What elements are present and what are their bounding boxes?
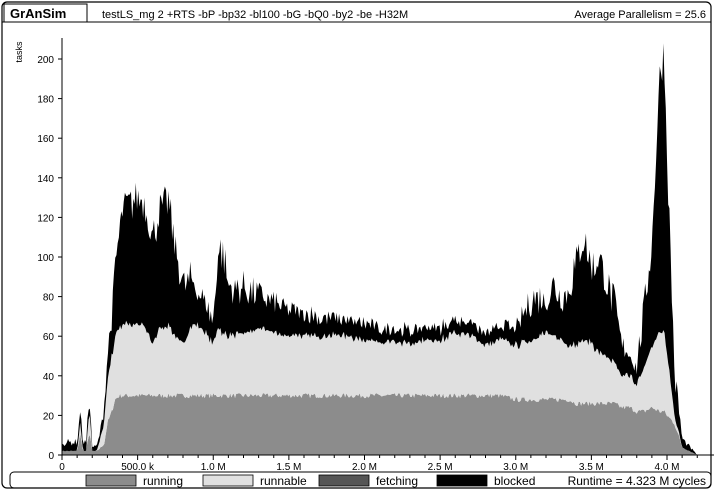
y-tick-label: 60 <box>43 332 55 343</box>
x-tick-label: 4.0 M <box>654 462 679 473</box>
legend-swatch-runnable <box>202 474 254 487</box>
y-tick-label: 200 <box>37 55 54 66</box>
y-tick-label: 80 <box>43 293 55 304</box>
x-tick-label: 3.5 M <box>579 462 604 473</box>
average-parallelism: Average Parallelism = 25.6 <box>574 9 706 21</box>
y-tick-label: 120 <box>37 213 54 224</box>
chart-axes <box>61 38 714 456</box>
legend-label-runnable: runnable <box>260 474 307 488</box>
app-name-box <box>3 3 88 23</box>
legend-swatch-blocked <box>436 474 488 487</box>
legend-label-blocked: blocked <box>494 474 535 488</box>
legend-swatch-fetching <box>318 474 370 487</box>
runtime-label: Runtime = 4.323 M cycles <box>568 474 706 488</box>
x-tick-label: 1.0 M <box>201 462 226 473</box>
series-area-runnable <box>62 320 712 455</box>
x-ticks: 0 500.0 k 1.0 M 1.5 M 2.0 M 2.5 M 3.0 M 3.5 M 4.… <box>59 455 698 473</box>
legend-frame <box>9 471 712 489</box>
x-tick-label: 2.5 M <box>428 462 453 473</box>
x-tick-label: 2.0 M <box>352 462 377 473</box>
y-tick-label: 100 <box>37 253 54 264</box>
y-ticks: 0 20 40 60 80 100 120 140 160 180 200 <box>37 55 62 462</box>
y-tick-label: 140 <box>37 174 54 185</box>
y-tick-label: 0 <box>48 451 54 462</box>
y-axis-label: tasks <box>14 41 24 63</box>
y-tick-label: 160 <box>37 134 54 145</box>
y-tick-label: 20 <box>43 411 55 422</box>
series-area-running <box>62 393 712 455</box>
header-bar: GrAnSim testLS_mg 2 +RTS -bP -bp32 -bl10… <box>2 3 711 23</box>
legend-label-running: running <box>143 474 183 488</box>
y-tick-label: 40 <box>43 372 55 383</box>
app-name: GrAnSim <box>10 6 66 21</box>
activity-profile-chart: 0 20 40 60 80 100 120 140 160 180 200 0 500.0 k 1.0 … <box>37 38 714 473</box>
x-tick-label: 0 <box>59 462 65 473</box>
stacked-bars <box>62 43 712 456</box>
x-tick-label: 500.0 k <box>121 462 155 473</box>
legend-swatch-running <box>85 474 137 487</box>
command-line: testLS_mg 2 +RTS -bP -bp32 -bl100 -bG -b… <box>102 9 408 21</box>
x-tick-label: 1.5 M <box>276 462 301 473</box>
legend-label-fetching: fetching <box>376 474 418 488</box>
x-tick-label: 3.0 M <box>503 462 528 473</box>
legend-bar: running runnable fetching blocked Runtim… <box>9 471 712 489</box>
y-tick-label: 180 <box>37 95 54 106</box>
